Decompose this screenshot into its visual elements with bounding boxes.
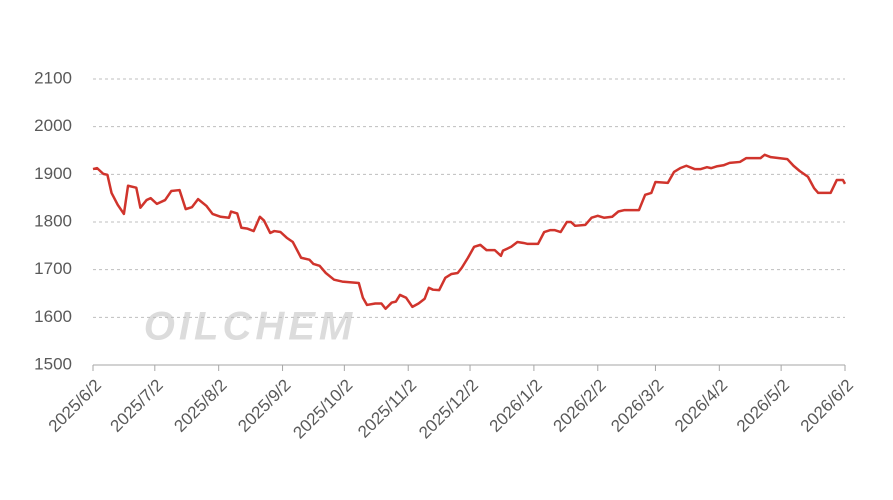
x-tick-label: 2026/6/2 xyxy=(797,376,857,436)
y-tick-label: 1700 xyxy=(34,259,72,278)
x-tick-label: 2025/12/2 xyxy=(415,376,482,443)
y-tick-label: 1500 xyxy=(34,354,72,373)
x-tick-label: 2026/2/2 xyxy=(550,376,610,436)
x-tick-label: 2025/10/2 xyxy=(289,376,356,443)
x-tick-label: 2026/3/2 xyxy=(607,376,667,436)
x-tick-label: 2025/9/2 xyxy=(234,376,294,436)
watermark: OILCHEM xyxy=(144,305,356,349)
x-tick-label: 2025/6/2 xyxy=(45,376,105,436)
y-tick-label: 1800 xyxy=(34,211,72,230)
x-tick-label: 2025/11/2 xyxy=(354,376,420,442)
y-tick-label: 1600 xyxy=(34,307,72,326)
y-tick-label: 2000 xyxy=(34,116,72,135)
x-tick-label: 2026/1/2 xyxy=(486,376,546,436)
x-tick-label: 2026/5/2 xyxy=(733,376,793,436)
y-tick-label: 1900 xyxy=(34,164,72,183)
x-tick-label: 2025/7/2 xyxy=(107,376,167,436)
y-tick-label: 2100 xyxy=(34,68,72,87)
x-tick-label: 2025/8/2 xyxy=(170,376,230,436)
x-tick-label: 2026/4/2 xyxy=(671,376,731,436)
price-line xyxy=(92,153,847,310)
